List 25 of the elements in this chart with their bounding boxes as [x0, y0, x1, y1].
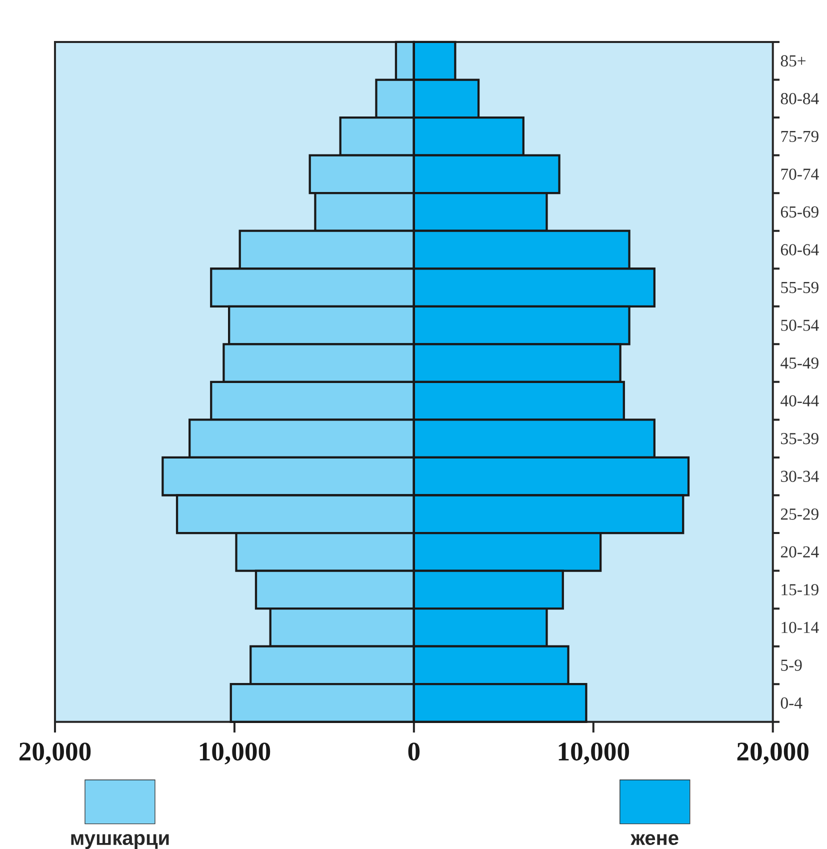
y-tick-label: 55-59: [781, 282, 819, 294]
y-tick-label: 20-24: [781, 546, 819, 558]
y-tick-label: 60-64: [781, 244, 819, 256]
y-tick-label: 65-69: [781, 206, 819, 218]
y-tick-label: 10-14: [782, 622, 819, 634]
legend-label: мушкарци: [71, 834, 169, 849]
y-tick-label: 5-9: [781, 660, 802, 671]
y-tick-label: 35-39: [781, 432, 819, 444]
legend-label: жене: [630, 834, 678, 846]
y-tick-label: 80-84: [780, 93, 819, 104]
y-tick-label: 15-19: [782, 584, 819, 596]
x-tick-label: 10,000: [200, 742, 270, 764]
y-tick-label: 50-54: [781, 320, 819, 331]
y-tick-label: 75-79: [781, 130, 819, 142]
y-tick-label: 30-34: [781, 470, 819, 482]
y-tick-label: 70-74: [781, 168, 819, 180]
y-tick-label: 25-29: [781, 508, 819, 520]
y-tick-label: 40-44: [780, 395, 819, 406]
x-tick-label: 20,000: [20, 742, 91, 764]
x-tick-label: 10,000: [558, 742, 630, 764]
y-tick-label: 0-4: [780, 697, 802, 709]
y-tick-label: 45-49: [780, 357, 819, 369]
y-tick-label: 85+: [780, 55, 806, 67]
x-tick-label: 0: [408, 742, 420, 761]
x-tick-label: 20,000: [737, 742, 809, 764]
